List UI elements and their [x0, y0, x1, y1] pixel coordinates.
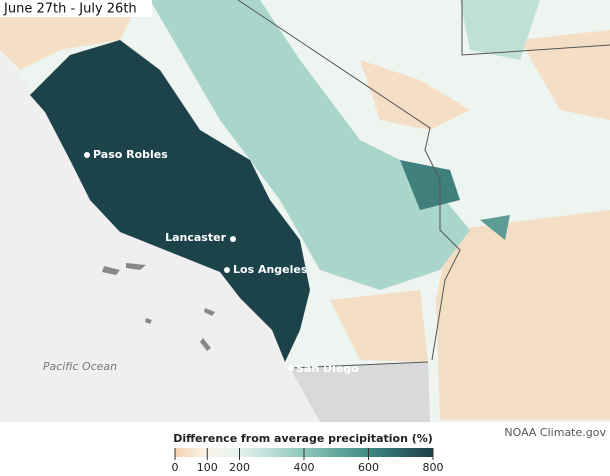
islands: [102, 263, 215, 351]
borders: [237, 0, 610, 369]
city-label: Paso Robles: [93, 148, 168, 161]
very-wet-region: [30, 40, 310, 362]
title-box: [0, 0, 152, 17]
credit: NOAA Climate.gov: [504, 426, 606, 439]
title: June 27th - July 26th: [3, 2, 137, 17]
city-markers: [84, 152, 294, 371]
city-label: San Diego: [296, 362, 359, 375]
legend-tick-label: 800: [423, 461, 444, 474]
legend-tick-label: 0: [172, 461, 179, 474]
legend-title: Difference from average precipitation (%…: [173, 432, 433, 445]
legend-tick-label: 200: [229, 461, 250, 474]
wet-patches: [150, 0, 540, 290]
city-label: Lancaster: [165, 231, 226, 244]
mexico: [290, 362, 430, 422]
legend-tick-label: 400: [294, 461, 315, 474]
dry-patches: [0, 0, 610, 420]
legend-tick-label: 100: [197, 461, 218, 474]
ocean-label: Pacific Ocean: [43, 360, 117, 373]
legend-tick-label: 600: [358, 461, 379, 474]
city-label: Los Angeles: [233, 263, 308, 276]
